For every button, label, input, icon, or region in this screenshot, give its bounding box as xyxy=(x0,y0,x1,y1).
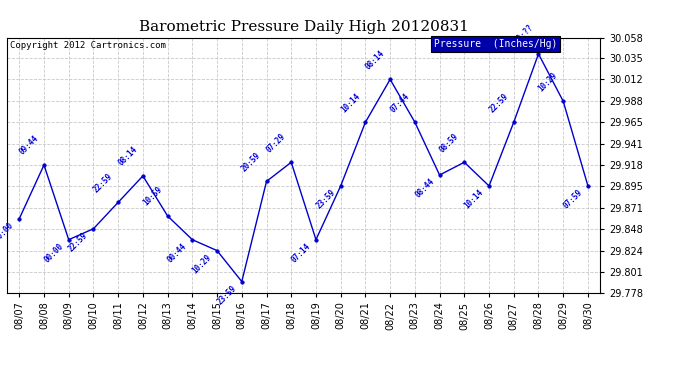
Text: 08:59: 08:59 xyxy=(438,131,461,154)
Text: 23:59: 23:59 xyxy=(314,188,337,210)
Text: 07:14: 07:14 xyxy=(290,242,313,264)
Text: 09:44: 09:44 xyxy=(17,134,40,157)
Text: 00:44: 00:44 xyxy=(166,242,188,264)
Title: Barometric Pressure Daily High 20120831: Barometric Pressure Daily High 20120831 xyxy=(139,20,469,33)
Text: 08:44: 08:44 xyxy=(413,177,436,200)
Text: 10:14: 10:14 xyxy=(462,188,485,210)
Text: 08:14: 08:14 xyxy=(364,48,386,71)
Text: 00:00: 00:00 xyxy=(0,220,16,243)
Text: Copyright 2012 Cartronics.com: Copyright 2012 Cartronics.com xyxy=(10,41,166,50)
Text: 23:59: 23:59 xyxy=(215,284,238,306)
Text: 10:14: 10:14 xyxy=(339,91,362,114)
Text: 08:14: 08:14 xyxy=(117,145,139,168)
Text: 22:59: 22:59 xyxy=(67,231,90,254)
Text: 07:44: 07:44 xyxy=(388,91,411,114)
Text: 20:59: 20:59 xyxy=(240,150,263,173)
Text: 10:29: 10:29 xyxy=(537,70,560,93)
Text: 09:??: 09:?? xyxy=(512,23,535,46)
Text: 22:59: 22:59 xyxy=(487,91,510,114)
Text: Pressure  (Inches/Hg): Pressure (Inches/Hg) xyxy=(434,39,558,49)
Text: 22:59: 22:59 xyxy=(92,171,115,194)
Text: 00:00: 00:00 xyxy=(42,242,65,264)
Text: 10:59: 10:59 xyxy=(141,185,164,208)
Text: 07:29: 07:29 xyxy=(265,131,288,154)
Text: 10:29: 10:29 xyxy=(190,252,213,275)
Text: 07:59: 07:59 xyxy=(562,188,584,210)
